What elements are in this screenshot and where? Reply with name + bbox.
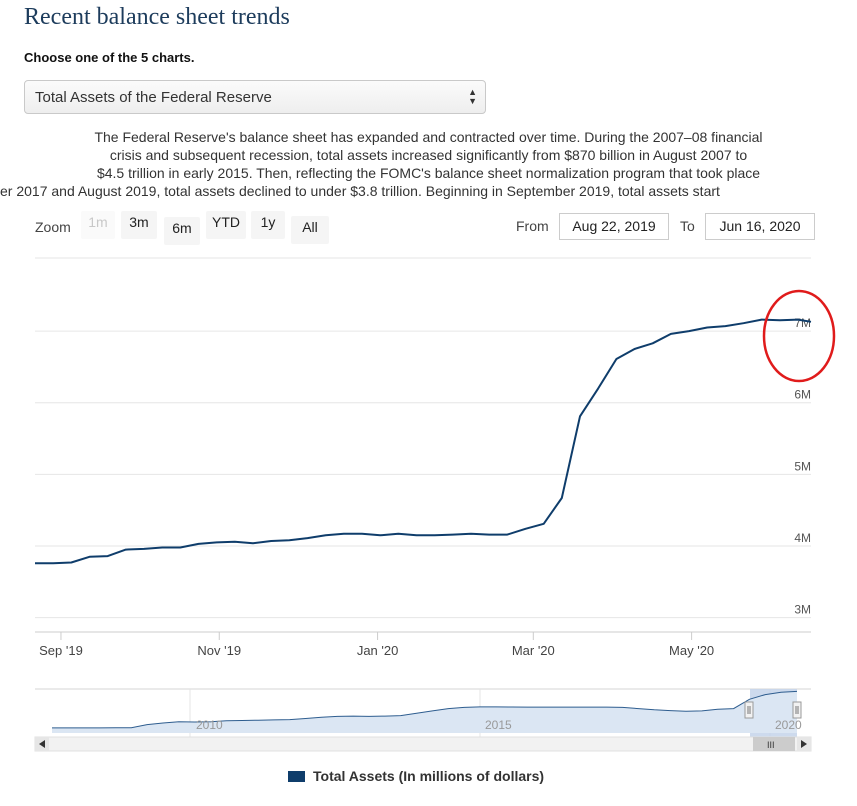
navigator-left-handle[interactable]	[744, 701, 754, 719]
description-line: crisis and subsequent recession, total a…	[109, 147, 748, 163]
legend[interactable]: Total Assets (In millions of dollars)	[288, 768, 544, 784]
navigator[interactable]: 2010 2015 2020	[35, 688, 811, 738]
x-tick-label: May '20	[669, 643, 714, 658]
chart-description: The Federal Reserve's balance sheet has …	[0, 128, 857, 200]
legend-swatch	[288, 771, 305, 782]
description-line: er 2017 and August 2019, total assets de…	[0, 183, 720, 199]
x-axis-ticks: Sep '19 Nov '19 Jan '20 Mar '20 May '20	[39, 632, 714, 658]
x-tick-label: Nov '19	[197, 643, 241, 658]
zoom-1y-button[interactable]: 1y	[251, 211, 285, 239]
zoom-3m-button[interactable]: 3m	[121, 211, 157, 239]
y-tick-label: 4M	[794, 531, 811, 545]
x-tick-label: Jan '20	[357, 643, 399, 658]
zoom-6m-button[interactable]: 6m	[164, 217, 200, 245]
chart-select[interactable]: Total Assets of the Federal Reserve ▲ ▼	[24, 80, 486, 114]
page-title: Recent balance sheet trends	[24, 4, 290, 30]
scroll-right-arrow-icon	[801, 740, 807, 748]
description-line: $4.5 trillion in early 2015. Then, refle…	[96, 165, 761, 181]
y-tick-label: 5M	[794, 459, 811, 473]
navigator-label: 2010	[196, 718, 223, 732]
navigator-line	[52, 690, 798, 729]
grid-lines	[35, 257, 811, 633]
scrollbar-thumb[interactable]	[753, 737, 795, 751]
zoom-all-button[interactable]: All	[291, 216, 329, 244]
scrollbar[interactable]: III	[34, 736, 812, 752]
x-tick-label: Sep '19	[39, 643, 83, 658]
navigator-right-handle[interactable]	[792, 701, 802, 719]
legend-label: Total Assets (In millions of dollars)	[313, 768, 545, 784]
zoom-1m-button[interactable]: 1m	[81, 211, 115, 239]
series-line-total-assets	[35, 318, 812, 565]
highlight-circle	[762, 289, 836, 383]
y-tick-label: 6M	[794, 388, 811, 402]
navigator-label: 2015	[485, 718, 512, 732]
chart-select-value: Total Assets of the Federal Reserve	[35, 89, 272, 106]
zoom-label: Zoom	[35, 219, 71, 235]
navigator-label: 2020	[775, 718, 802, 732]
scroll-left-arrow-icon	[39, 740, 45, 748]
description-line: The Federal Reserve's balance sheet has …	[94, 129, 763, 145]
y-tick-label: 3M	[794, 603, 811, 617]
to-date-input[interactable]: Jun 16, 2020	[705, 213, 815, 240]
from-label: From	[516, 218, 549, 234]
series-points	[33, 318, 813, 566]
zoom-ytd-button[interactable]: YTD	[206, 211, 246, 239]
from-date-input[interactable]: Aug 22, 2019	[559, 213, 669, 240]
x-tick-label: Mar '20	[512, 643, 555, 658]
select-arrows-icon: ▲ ▼	[468, 87, 477, 106]
chart-chooser-label: Choose one of the 5 charts.	[24, 50, 195, 65]
scrollbar-grip-icon: III	[767, 740, 775, 750]
to-label: To	[680, 218, 695, 234]
